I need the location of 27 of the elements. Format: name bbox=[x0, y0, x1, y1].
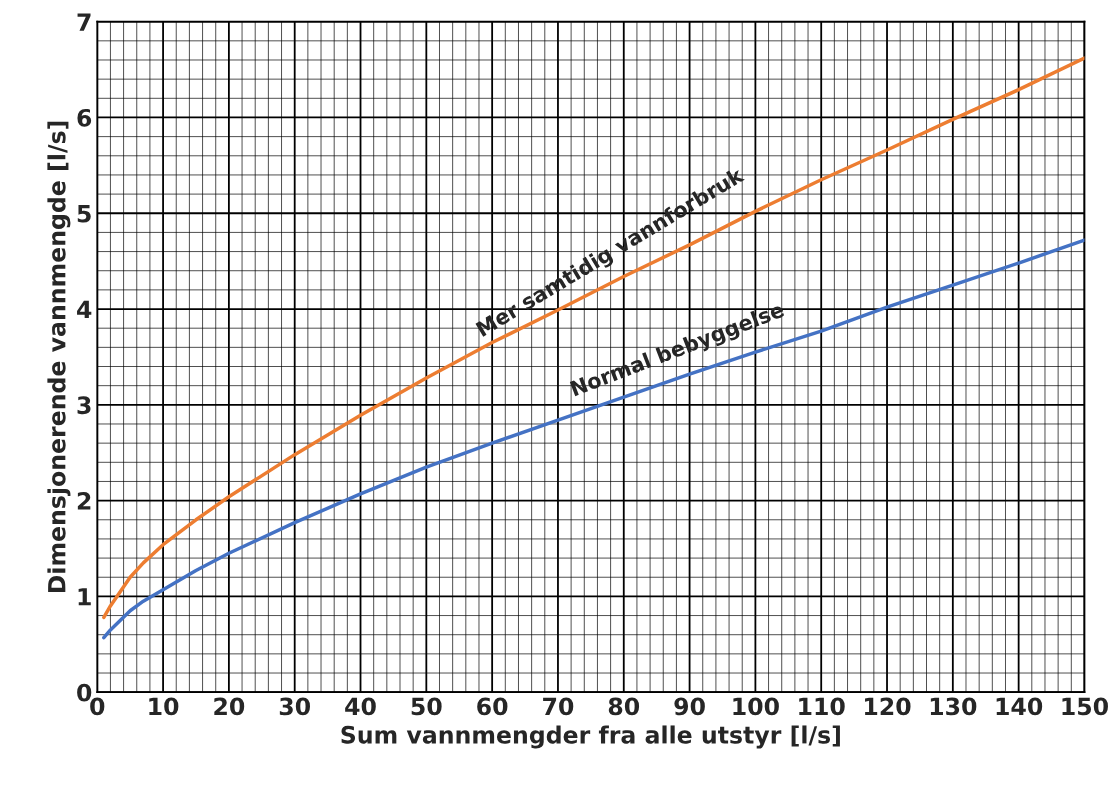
x-tick-label: 120 bbox=[865, 697, 911, 716]
x-tick-label: 150 bbox=[1062, 697, 1108, 716]
y-tick-label: 5 bbox=[77, 205, 91, 223]
x-tick-label: 60 bbox=[477, 697, 508, 716]
x-tick-label: 50 bbox=[411, 697, 442, 716]
y-tick-label: 7 bbox=[77, 13, 91, 31]
x-axis-title: Sum vannmengder fra alle utstyr [l/s] bbox=[341, 725, 840, 749]
x-tick-label: 70 bbox=[543, 697, 574, 716]
x-tick-label: 0 bbox=[90, 697, 105, 716]
line-series bbox=[102, 56, 1085, 620]
x-tick-label: 20 bbox=[214, 697, 245, 716]
x-tick-label: 10 bbox=[149, 697, 179, 716]
x-tick-label: 80 bbox=[608, 697, 640, 716]
x-tick-label: 110 bbox=[799, 697, 845, 716]
x-tick-label: 130 bbox=[930, 697, 977, 716]
x-tick-label: 40 bbox=[345, 697, 376, 716]
x-tick-label: 30 bbox=[279, 697, 310, 716]
y-tick-label: 3 bbox=[77, 396, 91, 415]
y-tick-label: 4 bbox=[77, 300, 92, 319]
x-tick-label: 100 bbox=[733, 697, 779, 716]
y-tick-label: 2 bbox=[77, 492, 91, 510]
y-axis-title: Dimensjonerende vannmengde [l/s] bbox=[47, 121, 71, 593]
y-tick-label: 1 bbox=[78, 588, 91, 606]
x-tick-label: 140 bbox=[996, 697, 1043, 716]
y-tick-label: 6 bbox=[77, 108, 92, 127]
y-tick-label: 0 bbox=[77, 683, 92, 702]
x-tick-label: 90 bbox=[674, 697, 705, 716]
